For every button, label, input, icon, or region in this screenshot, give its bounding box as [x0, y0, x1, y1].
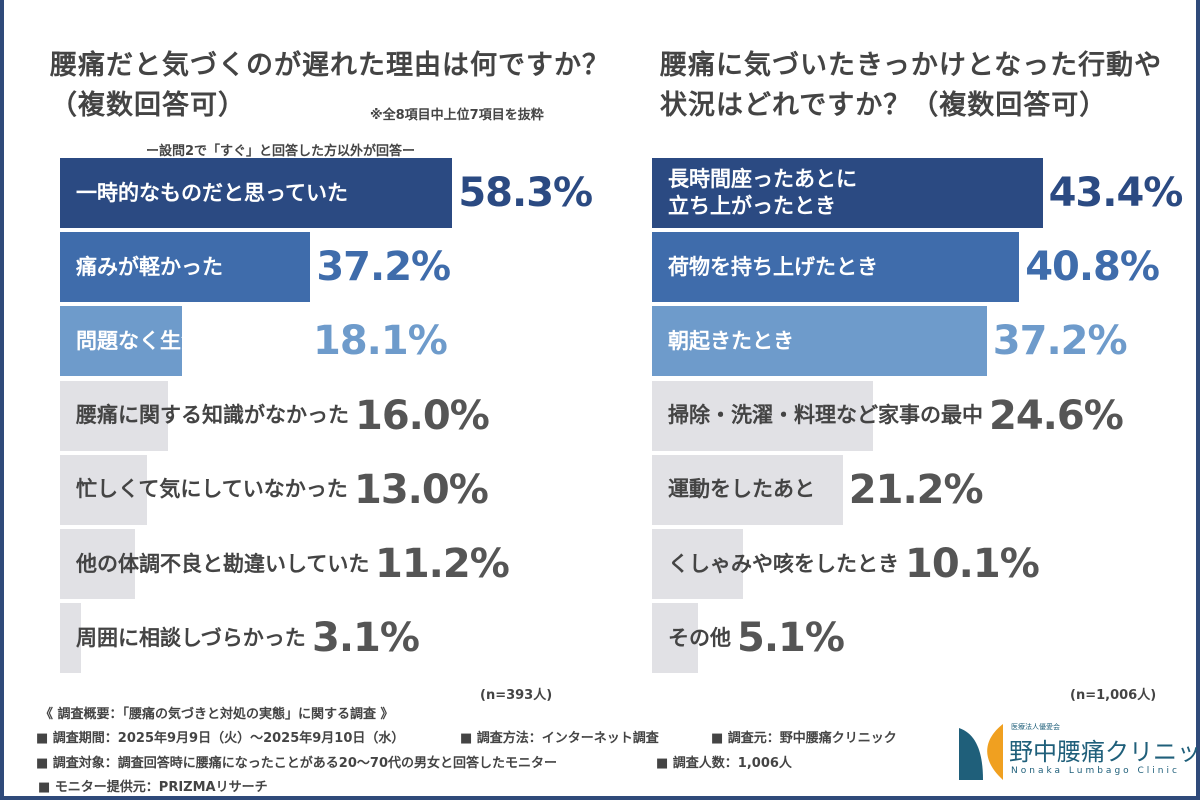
bar [60, 232, 311, 303]
bar [652, 306, 987, 377]
left-chart-title: 腰痛だと気づくのが遅れた理由は何ですか？ [50, 50, 610, 81]
bar [60, 529, 136, 599]
bar-value-label: 43.4% [1048, 170, 1184, 216]
bar [652, 158, 1043, 228]
bar-value-label: 58.3% [458, 170, 593, 216]
bar-category-label: 長時間座ったあとに 立ち上がったとき [668, 167, 857, 218]
bar-category-label: 問題なく生活できていた [76, 328, 307, 353]
infographic: 腰痛だと気づくのが遅れた理由は何ですか？ （複数回答可） ※全8項目中上位7項目… [4, 0, 1200, 796]
bar-value-label: 16.0% [355, 392, 490, 439]
bar-value-label: 10.1% [905, 541, 1040, 587]
survey-method: ■ 調査方法：インターネット調査 [460, 731, 659, 746]
bar-value-label: 40.8% [1025, 244, 1160, 291]
right-sample-size: (n=1,006人) [1070, 688, 1157, 703]
bar-value-label: 24.6% [989, 392, 1124, 439]
bar [652, 232, 1020, 303]
bar [60, 603, 81, 674]
left-chart-title-2: （複数回答可） [50, 90, 246, 121]
logo-mark-icon [959, 724, 1003, 780]
bar [652, 380, 874, 451]
bar-value-label: 21.2% [848, 466, 984, 513]
bar-category-label: 他の体調不良と勘違いしていた [76, 551, 370, 576]
bar-category-label: 忙しくて気にしていなかった [76, 477, 348, 502]
survey-source: ■ 調査元：野中腰痛クリニック [711, 731, 897, 746]
left-sample-size: (n=393人) [480, 688, 553, 703]
bar-category-label: 荷物を持ち上げたとき [668, 254, 878, 279]
bar-value-label: 5.1% [737, 615, 845, 662]
left-chart-subtitle: ー設問2で「すぐ」と回答した方以外が回答ー [146, 144, 416, 159]
bar-category-label: その他 [668, 625, 731, 650]
survey-target: ■ 調査対象：調査回答時に腰痛になったことがある20～70代の男女と回答したモニ… [36, 756, 557, 771]
bar-category-label: 周囲に相談しづらかった [76, 625, 306, 650]
bar [652, 603, 698, 674]
logo-name: 野中腰痛クリニック [1009, 738, 1200, 766]
left-chart-note: ※全8項目中上位7項目を抜粋 [370, 108, 544, 123]
bar-category-label: 朝起きたとき [668, 328, 794, 353]
bar [652, 529, 743, 599]
logo-en: Nonaka Lumbago Clinic [1011, 766, 1180, 776]
bar-value-label: 13.0% [354, 466, 489, 513]
bar-category-label: 掃除・洗濯・料理など家事の最中 [668, 403, 983, 428]
bar-category-label: 痛みが軽かった [76, 254, 223, 279]
bar-value-label: 37.2% [992, 318, 1128, 365]
bar-value-label: 37.2% [316, 244, 451, 291]
bar-value-label: 18.1% [313, 318, 448, 365]
logo-corp: 医療法人優愛会 [1011, 723, 1060, 731]
bar [60, 158, 453, 228]
right-chart-title-2: 状況はどれですか？（複数回答可） [660, 90, 1108, 121]
bar-category-label: 運動をしたあと [668, 477, 815, 502]
bar [60, 306, 182, 377]
bar [60, 454, 148, 525]
bar-category-label: 一時的なものだと思っていた [76, 180, 348, 205]
bar-category-label: くしゃみや咳をしたとき [668, 551, 899, 576]
bar-value-label: 11.2% [375, 541, 510, 587]
survey-provider: ■ モニター提供元：PRIZMAリサーチ [38, 780, 268, 795]
survey-count: ■ 調査人数：1,006人 [656, 756, 792, 771]
survey-period: ■ 調査期間：2025年9月9日（火）～2025年9月10日（水） [36, 731, 405, 746]
bar [60, 380, 168, 451]
survey-heading: 《 調査概要：「腰痛の気づきと対処の実態」に関する調査 》 [40, 707, 394, 722]
bar [652, 454, 843, 525]
clinic-logo: 医療法人優愛会 野中腰痛クリニック Nonaka Lumbago Clinic [959, 722, 1200, 782]
bar-value-label: 3.1% [312, 615, 420, 662]
bar-category-label: 腰痛に関する知識がなかった [76, 403, 349, 428]
right-chart-title: 腰痛に気づいたきっかけとなった行動や [660, 50, 1163, 81]
